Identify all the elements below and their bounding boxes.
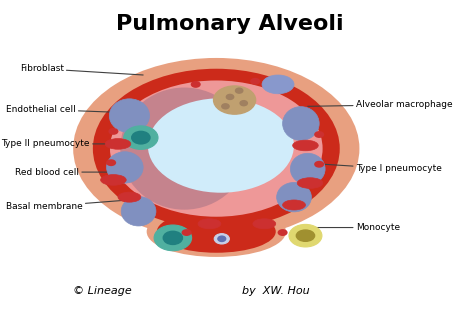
Text: Endothelial cell: Endothelial cell bbox=[6, 105, 125, 114]
Ellipse shape bbox=[297, 178, 323, 188]
Ellipse shape bbox=[218, 236, 226, 241]
Ellipse shape bbox=[121, 197, 156, 226]
Ellipse shape bbox=[163, 231, 182, 245]
Ellipse shape bbox=[107, 152, 143, 183]
Ellipse shape bbox=[109, 99, 149, 133]
Ellipse shape bbox=[227, 94, 234, 100]
Ellipse shape bbox=[106, 159, 116, 166]
Ellipse shape bbox=[124, 126, 158, 149]
Ellipse shape bbox=[314, 131, 324, 138]
Ellipse shape bbox=[262, 75, 294, 94]
Ellipse shape bbox=[289, 224, 322, 247]
Ellipse shape bbox=[250, 78, 260, 85]
Ellipse shape bbox=[105, 139, 131, 149]
Text: © Lineage: © Lineage bbox=[73, 286, 131, 296]
Text: Pulmonary Alveoli: Pulmonary Alveoli bbox=[116, 14, 344, 34]
Text: by  XW. Hou: by XW. Hou bbox=[242, 286, 310, 296]
Ellipse shape bbox=[93, 69, 340, 228]
Ellipse shape bbox=[283, 200, 305, 210]
Ellipse shape bbox=[214, 234, 229, 244]
Text: Type II pneumocyte: Type II pneumocyte bbox=[1, 139, 125, 149]
Ellipse shape bbox=[132, 131, 150, 144]
Ellipse shape bbox=[222, 104, 229, 109]
Ellipse shape bbox=[278, 229, 288, 236]
Ellipse shape bbox=[182, 229, 191, 236]
Text: Monocyte: Monocyte bbox=[310, 223, 400, 232]
Text: Type I pneumocyte: Type I pneumocyte bbox=[324, 164, 442, 173]
Ellipse shape bbox=[110, 81, 323, 217]
Ellipse shape bbox=[214, 86, 255, 114]
Ellipse shape bbox=[118, 192, 141, 202]
Ellipse shape bbox=[100, 175, 126, 185]
Ellipse shape bbox=[314, 161, 324, 168]
Text: Alveolar macrophage: Alveolar macrophage bbox=[308, 100, 452, 109]
Ellipse shape bbox=[191, 81, 201, 88]
Ellipse shape bbox=[292, 140, 318, 151]
Ellipse shape bbox=[277, 182, 311, 212]
Ellipse shape bbox=[109, 128, 118, 135]
Text: Fibroblast: Fibroblast bbox=[20, 64, 143, 75]
Ellipse shape bbox=[149, 99, 293, 192]
Ellipse shape bbox=[148, 207, 285, 256]
Ellipse shape bbox=[74, 59, 358, 238]
Text: Basal membrane: Basal membrane bbox=[6, 200, 125, 211]
Ellipse shape bbox=[291, 153, 325, 185]
Text: Red blood cell: Red blood cell bbox=[15, 167, 120, 177]
Ellipse shape bbox=[198, 219, 221, 229]
Ellipse shape bbox=[157, 210, 276, 253]
Ellipse shape bbox=[253, 219, 276, 229]
Ellipse shape bbox=[240, 101, 247, 106]
Ellipse shape bbox=[296, 230, 315, 241]
Ellipse shape bbox=[236, 88, 243, 93]
Ellipse shape bbox=[283, 106, 319, 140]
Ellipse shape bbox=[120, 88, 248, 210]
Ellipse shape bbox=[154, 225, 191, 251]
